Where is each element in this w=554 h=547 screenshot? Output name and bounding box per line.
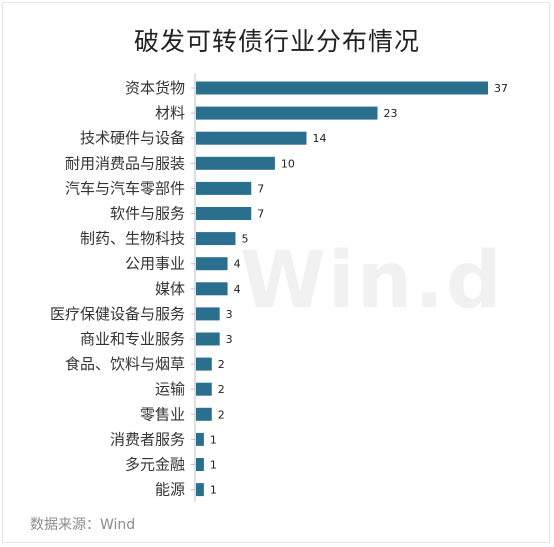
bar — [196, 332, 220, 346]
data-label: 37 — [494, 82, 508, 95]
watermark-logo: Win.d — [240, 236, 504, 326]
data-label: 7 — [257, 182, 264, 195]
category-label: 公用事业 — [125, 255, 185, 273]
data-label: 4 — [234, 283, 241, 296]
category-label: 运输 — [155, 380, 185, 398]
category-label: 材料 — [155, 104, 185, 122]
bar — [196, 257, 228, 271]
category-label: 能源 — [155, 481, 185, 499]
category-label: 软件与服务 — [110, 205, 185, 223]
data-label: 2 — [218, 383, 225, 396]
category-label: 医疗保健设备与服务 — [50, 305, 185, 323]
data-label: 4 — [234, 258, 241, 271]
category-label: 商业和专业服务 — [80, 330, 185, 348]
bar — [196, 407, 212, 421]
category-label: 多元金融 — [125, 456, 185, 474]
bar — [196, 483, 204, 497]
bar — [196, 106, 378, 120]
bar — [196, 207, 252, 220]
category-label: 耐用消费品与服装 — [65, 154, 185, 172]
category-label: 食品、饮料与烟草 — [65, 355, 185, 373]
data-label: 2 — [218, 358, 225, 371]
data-label: 1 — [210, 459, 217, 472]
category-label: 制药、生物科技 — [80, 230, 185, 248]
bar — [196, 282, 228, 296]
data-label: 3 — [226, 308, 233, 321]
bar — [196, 432, 204, 446]
chart-title: 破发可转债行业分布情况 — [133, 27, 420, 56]
bar — [196, 156, 275, 170]
bar — [196, 307, 220, 321]
source-note: 数据来源：Wind — [30, 517, 136, 533]
bar — [196, 357, 212, 371]
category-label: 消费者服务 — [110, 430, 185, 448]
category-label: 汽车与汽车零部件 — [65, 179, 185, 197]
data-label: 10 — [281, 157, 295, 170]
bar — [196, 81, 488, 95]
category-label: 技术硬件与设备 — [80, 129, 185, 147]
data-label: 14 — [312, 132, 326, 145]
data-label: 23 — [384, 107, 398, 120]
data-label: 3 — [226, 333, 233, 346]
data-label: 2 — [218, 408, 225, 421]
data-label: 1 — [210, 484, 217, 497]
bar — [196, 232, 236, 246]
category-label: 媒体 — [155, 280, 185, 298]
data-label: 5 — [241, 233, 248, 246]
category-label: 资本货物 — [125, 79, 185, 97]
data-label: 7 — [257, 208, 264, 221]
data-label: 1 — [210, 433, 217, 446]
category-label: 零售业 — [140, 405, 185, 423]
bar — [196, 181, 252, 195]
bar — [196, 131, 307, 145]
bar — [196, 382, 212, 396]
bar — [196, 458, 204, 471]
